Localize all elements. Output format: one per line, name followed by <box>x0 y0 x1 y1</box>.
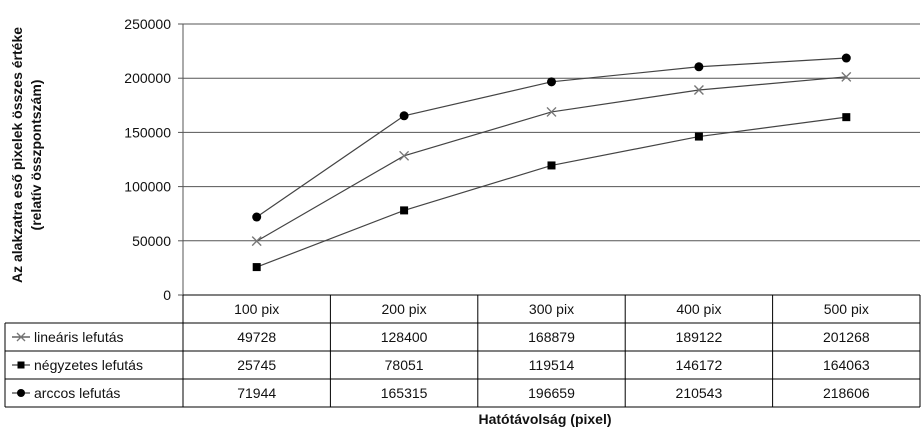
data-point <box>694 62 704 72</box>
data-point-stroke <box>546 106 557 117</box>
data-point <box>399 111 409 121</box>
table-cell-value: 196659 <box>528 385 575 401</box>
data-point <box>547 77 556 87</box>
table-cell-value: 71944 <box>237 385 276 401</box>
data-point <box>251 236 262 247</box>
table-cell-value: 146172 <box>676 357 723 373</box>
data-point <box>841 53 851 63</box>
y-tick-label: 250000 <box>124 16 171 32</box>
series-name: négyzetes lefutás <box>34 357 143 373</box>
table-cell-value: 164063 <box>823 357 870 373</box>
table-cell-value: 218606 <box>823 385 870 401</box>
legend-marker <box>16 332 26 342</box>
x-category-label: 100 pix <box>234 301 279 317</box>
data-point <box>694 132 703 141</box>
x-category-label: 500 pix <box>824 301 869 317</box>
table-cell-value: 78051 <box>385 357 424 373</box>
table-cell-value: 25745 <box>237 357 276 373</box>
x-axis-label: Hatótávolság (pixel) <box>478 411 611 427</box>
y-axis-label-line2: (relatív összpontszám) <box>28 80 44 231</box>
data-point <box>252 263 261 272</box>
series-name: arccos lefutás <box>34 385 120 401</box>
table-cell-value: 168879 <box>528 329 575 345</box>
data-point <box>400 206 409 215</box>
data-point <box>841 71 852 82</box>
data-point <box>842 113 851 122</box>
y-tick-label: 50000 <box>132 233 171 249</box>
data-table: 100 pix 200 pix 300 pix 400 pix 500 pix lineá… <box>4 294 921 408</box>
series-group <box>251 53 852 272</box>
table-cell-value: 128400 <box>381 329 428 345</box>
y-tick-label: 200000 <box>124 70 171 86</box>
series-name: lineáris lefutás <box>34 329 124 345</box>
data-point <box>546 106 557 117</box>
series-line-2 <box>256 116 847 268</box>
data-point <box>693 84 704 95</box>
y-axis-ticks: 0 50000 100000 150000 200000 250000 <box>124 16 171 303</box>
table-cell-value: 49728 <box>237 329 276 345</box>
data-point-stroke <box>399 150 410 161</box>
x-category-label: 200 pix <box>382 301 427 317</box>
table-cell-value: 119514 <box>529 357 575 373</box>
x-category-label: 300 pix <box>529 301 574 317</box>
data-point <box>547 161 556 170</box>
data-point <box>399 150 410 161</box>
y-tick-label: 100000 <box>124 179 171 195</box>
legend-marker <box>17 361 25 369</box>
x-category-label: 400 pix <box>676 301 721 317</box>
y-tick-label: 150000 <box>124 124 171 140</box>
data-point-stroke <box>841 71 852 82</box>
table-cell-value: 165315 <box>381 385 428 401</box>
data-point-stroke <box>693 84 704 95</box>
table-cell-value: 201268 <box>823 329 870 345</box>
data-point <box>252 212 262 222</box>
legend-marker <box>17 389 25 397</box>
y-tick-label: 0 <box>163 287 171 303</box>
data-point-stroke <box>251 236 262 247</box>
gridlines <box>178 23 920 296</box>
table-cell-value: 189122 <box>676 329 723 345</box>
y-axis-label-line1: Az alakzatra eső pixelek összes értéke <box>9 27 25 283</box>
series-line-1 <box>256 76 847 242</box>
table-cell-value: 210543 <box>676 385 723 401</box>
